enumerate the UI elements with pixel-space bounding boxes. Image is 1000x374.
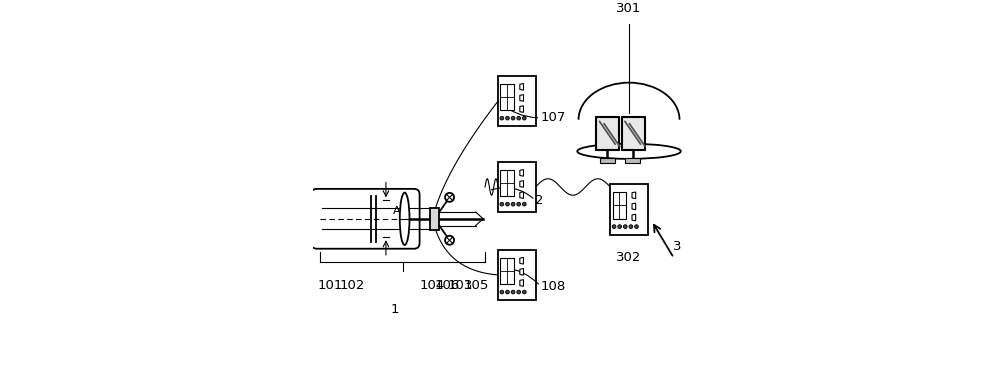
Circle shape [522, 202, 526, 206]
Polygon shape [520, 169, 523, 176]
Text: 103: 103 [448, 279, 473, 292]
Polygon shape [520, 192, 523, 198]
Polygon shape [520, 257, 523, 264]
Text: A: A [393, 206, 401, 216]
FancyBboxPatch shape [500, 84, 514, 110]
Circle shape [500, 202, 504, 206]
Text: 1: 1 [391, 303, 400, 316]
Text: 3: 3 [673, 240, 682, 253]
Text: 2: 2 [535, 194, 544, 206]
FancyBboxPatch shape [498, 250, 536, 300]
Circle shape [511, 116, 515, 120]
Circle shape [612, 225, 616, 229]
Circle shape [517, 290, 521, 294]
Circle shape [445, 193, 454, 202]
FancyBboxPatch shape [311, 189, 420, 249]
Ellipse shape [577, 144, 681, 159]
Text: 105: 105 [463, 279, 489, 292]
Polygon shape [632, 203, 636, 210]
Circle shape [511, 290, 515, 294]
FancyBboxPatch shape [595, 116, 619, 150]
Text: 301: 301 [616, 2, 642, 15]
Text: 102: 102 [340, 279, 365, 292]
Polygon shape [520, 280, 523, 286]
Circle shape [522, 116, 526, 120]
FancyBboxPatch shape [500, 258, 514, 284]
FancyBboxPatch shape [430, 208, 439, 230]
Circle shape [506, 116, 509, 120]
Circle shape [517, 202, 521, 206]
Polygon shape [632, 192, 636, 199]
Text: 104: 104 [420, 279, 445, 292]
Ellipse shape [400, 193, 409, 245]
FancyBboxPatch shape [500, 170, 514, 196]
Text: 106: 106 [434, 279, 460, 292]
Circle shape [511, 202, 515, 206]
Circle shape [629, 225, 633, 229]
FancyBboxPatch shape [600, 158, 615, 163]
Polygon shape [520, 106, 523, 112]
Polygon shape [632, 214, 636, 221]
Text: 302: 302 [616, 251, 642, 264]
Circle shape [500, 290, 504, 294]
Circle shape [445, 236, 454, 245]
FancyBboxPatch shape [596, 117, 618, 148]
Polygon shape [520, 83, 523, 90]
Circle shape [506, 290, 509, 294]
Circle shape [500, 116, 504, 120]
Polygon shape [520, 269, 523, 275]
Circle shape [635, 225, 638, 229]
Circle shape [522, 290, 526, 294]
Circle shape [623, 225, 627, 229]
FancyBboxPatch shape [610, 184, 648, 235]
FancyBboxPatch shape [622, 117, 644, 148]
Text: 101: 101 [317, 279, 343, 292]
FancyBboxPatch shape [613, 192, 626, 218]
FancyBboxPatch shape [621, 116, 645, 150]
FancyBboxPatch shape [498, 76, 536, 126]
Text: 108: 108 [540, 280, 566, 292]
Text: 107: 107 [540, 111, 566, 124]
Polygon shape [520, 181, 523, 187]
Circle shape [506, 202, 509, 206]
FancyBboxPatch shape [625, 158, 640, 163]
Circle shape [517, 116, 521, 120]
Circle shape [618, 225, 622, 229]
Polygon shape [520, 95, 523, 101]
FancyBboxPatch shape [498, 162, 536, 212]
